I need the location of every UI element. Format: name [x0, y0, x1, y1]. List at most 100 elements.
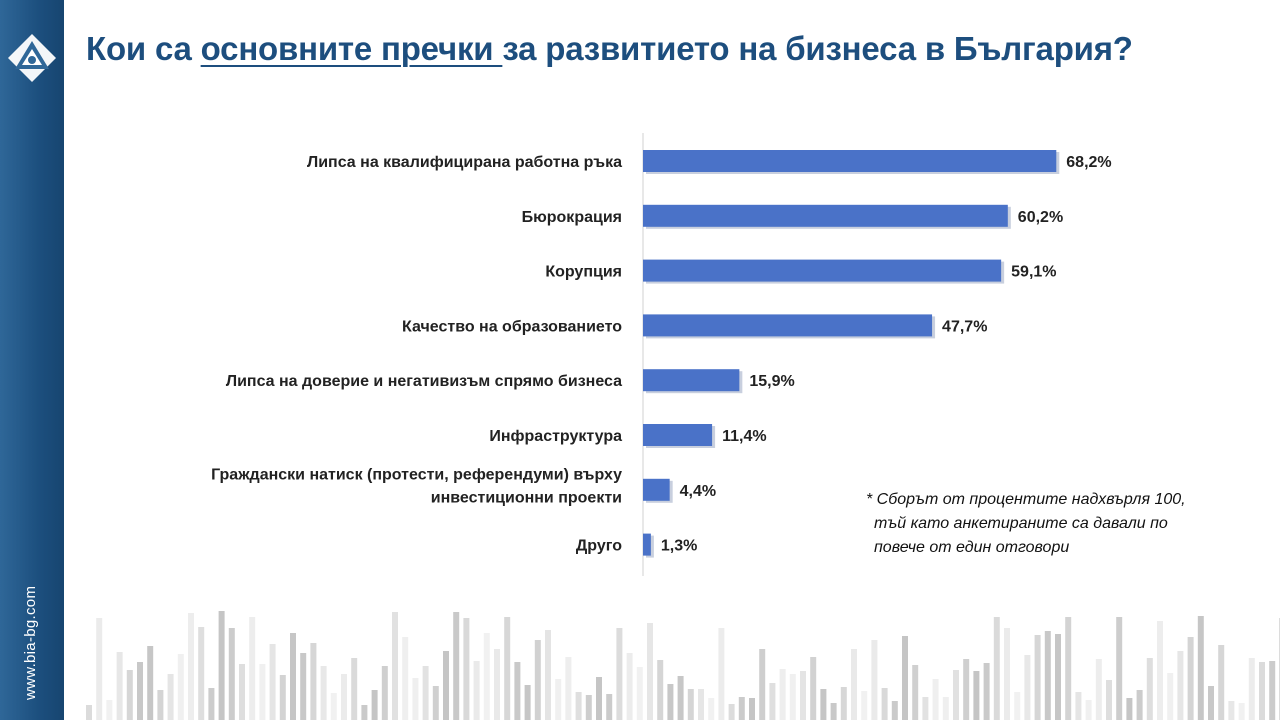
deco-bar	[1106, 680, 1112, 720]
deco-bar	[1269, 661, 1276, 720]
deco-bar	[494, 649, 500, 720]
deco-bar	[687, 689, 694, 720]
deco-bar	[636, 667, 643, 720]
deco-bar	[310, 643, 317, 720]
deco-bar	[157, 690, 164, 720]
site-url: www.bia-bg.com	[22, 585, 39, 700]
bar	[643, 314, 933, 337]
deco-bar	[657, 660, 664, 720]
deco-bar	[698, 689, 704, 720]
deco-bar	[198, 627, 205, 720]
value-label: 47,7%	[942, 318, 987, 335]
deco-bar	[708, 698, 715, 720]
deco-bar	[1208, 686, 1214, 720]
deco-bar	[718, 628, 725, 720]
deco-bar	[626, 653, 633, 720]
title-part-1: Кои са	[86, 30, 201, 67]
deco-bar	[942, 697, 949, 720]
deco-bar	[371, 690, 378, 720]
value-label: 1,3%	[661, 538, 697, 555]
title-underlined: основните пречки	[200, 30, 503, 67]
bar	[643, 259, 1002, 282]
value-label: 68,2%	[1066, 154, 1111, 171]
category-label: Друго	[576, 538, 622, 555]
deco-bar	[769, 683, 776, 720]
deco-bar	[779, 669, 786, 720]
category-label: Бюрокрация	[522, 209, 622, 226]
deco-bar	[504, 617, 511, 720]
deco-bar	[443, 651, 449, 720]
deco-bar	[514, 662, 521, 720]
deco-bar	[902, 636, 908, 720]
deco-bar	[647, 623, 653, 720]
deco-bar	[259, 664, 266, 720]
deco-bar	[789, 674, 796, 720]
bar	[643, 533, 651, 556]
deco-bar	[840, 687, 847, 720]
deco-bar	[361, 705, 368, 720]
deco-bar	[341, 674, 347, 720]
decorative-bar-pattern	[86, 611, 1280, 720]
title-part-2: за развитието на бизнеса в България?	[502, 30, 1133, 67]
deco-bar	[1136, 690, 1143, 720]
bar	[643, 424, 713, 446]
deco-bar	[381, 666, 388, 720]
deco-bar	[1248, 658, 1255, 720]
deco-bar	[218, 611, 225, 720]
deco-bar	[759, 649, 766, 720]
deco-bar	[1259, 662, 1265, 720]
deco-bar	[147, 646, 154, 720]
category-label: Липса на доверие и негативизъм спрямо би…	[226, 373, 622, 390]
deco-bar	[116, 652, 123, 720]
deco-bar	[188, 613, 194, 720]
sidebar: www.bia-bg.com	[0, 0, 64, 720]
deco-bar	[810, 657, 817, 720]
deco-bar	[1004, 628, 1010, 720]
deco-bar	[300, 653, 307, 720]
deco-bar	[432, 686, 439, 720]
deco-bar	[545, 630, 551, 720]
footnote-line-2: тъй като анкетираните са давали по	[874, 515, 1168, 532]
deco-bar	[738, 697, 745, 720]
value-label: 59,1%	[1011, 264, 1056, 281]
deco-bar	[1065, 617, 1072, 720]
deco-bar	[912, 665, 919, 720]
category-label: Качество на образованието	[402, 318, 622, 335]
deco-bar	[177, 654, 184, 720]
deco-bar	[228, 628, 235, 720]
bar	[643, 369, 740, 392]
deco-bar	[830, 703, 837, 720]
deco-bar	[1044, 631, 1051, 720]
deco-bar	[422, 666, 429, 720]
deco-bar	[861, 691, 868, 720]
deco-bar	[1095, 659, 1102, 720]
deco-bar	[891, 701, 898, 720]
deco-bar	[932, 679, 939, 720]
bar	[643, 478, 670, 501]
deco-bar	[973, 671, 980, 720]
deco-bar	[1167, 673, 1174, 720]
deco-bar	[1014, 692, 1021, 720]
deco-bar	[677, 676, 684, 720]
deco-bar	[1146, 658, 1153, 720]
deco-bar	[290, 633, 296, 720]
footnote: * Сборът от процентите надхвърля 100, тъ…	[866, 488, 1246, 560]
deco-bar	[1024, 655, 1031, 720]
deco-bar	[871, 640, 878, 720]
deco-bar	[881, 688, 888, 720]
deco-bar	[728, 704, 735, 720]
category-label: Корупция	[545, 264, 622, 281]
deco-bar	[1075, 692, 1082, 720]
deco-bar	[106, 700, 113, 720]
deco-bar	[473, 661, 480, 720]
deco-bar	[351, 658, 358, 720]
deco-bar	[953, 670, 959, 720]
slide-title: Кои са основните пречки за развитието на…	[86, 30, 1133, 68]
deco-bar	[412, 678, 419, 720]
deco-bar	[851, 649, 857, 720]
deco-bar	[279, 675, 286, 720]
category-label: Граждански натиск (протести, референдуми…	[211, 466, 622, 483]
deco-bar	[1228, 701, 1235, 720]
deco-bar	[575, 692, 582, 720]
deco-bar	[483, 633, 490, 720]
